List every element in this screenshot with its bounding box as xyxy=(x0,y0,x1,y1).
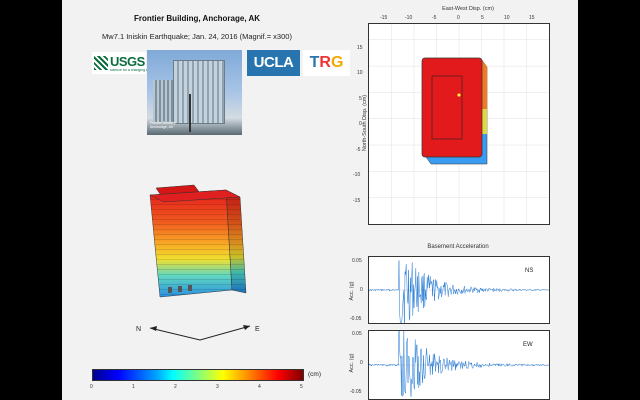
ew-ytick-0: 0.05 xyxy=(352,331,362,337)
usgs-mark-icon xyxy=(94,56,108,70)
disp-xtick-3: 0 xyxy=(457,15,460,21)
building-3d-model xyxy=(149,184,247,298)
page-subtitle: Mw7.1 Iniskin Earthquake; Jan. 24, 2016 … xyxy=(102,32,292,41)
disp-x-label: East-West Disp. (cm) xyxy=(442,6,494,12)
ew-ytick-2: -0.05 xyxy=(350,389,362,395)
ns-acceleration-plot xyxy=(368,256,550,324)
disp-ytick-2: 5 xyxy=(359,96,362,102)
usgs-logo-name: USGS xyxy=(110,54,145,69)
disp-point-0 xyxy=(457,93,461,97)
colorbar-tick-2: 2 xyxy=(174,384,177,390)
disp-xtick-1: -10 xyxy=(405,15,413,21)
compass-e-label: E xyxy=(255,326,260,333)
disp-ytick-3: 0 xyxy=(359,121,362,127)
usgs-logo-tagline: science for a changing world xyxy=(110,68,155,72)
ns-ytick-1: 0 xyxy=(360,287,363,293)
colorbar-tick-3: 3 xyxy=(216,384,219,390)
page-title: Frontier Building, Anchorage, AK xyxy=(133,14,261,23)
disp-ytick-6: -15 xyxy=(353,198,361,204)
ns-ytick-2: -0.05 xyxy=(350,316,362,322)
ns-ytick-0: 0.05 xyxy=(352,258,362,264)
disp-ytick-1: 10 xyxy=(357,70,363,76)
disp-ytick-5: -10 xyxy=(353,172,361,178)
colorbar-unit: (cm) xyxy=(308,371,321,378)
ns-trace xyxy=(369,260,549,323)
photo-caption-2: Anchorage, AK xyxy=(150,125,174,129)
animation-frame: Frontier Building, Anchorage, AK Mw7.1 I… xyxy=(62,0,578,400)
ew-series-label: EW xyxy=(523,342,533,348)
ew-trace xyxy=(369,331,549,397)
disp-xtick-2: -5 xyxy=(432,15,437,21)
compass-arrows xyxy=(149,325,251,341)
disp-ytick-0: 15 xyxy=(357,45,363,51)
displacement-plot xyxy=(368,23,550,225)
ew-y-label: Acc. (g) xyxy=(349,353,355,373)
photo-caption-1: Frontier Building xyxy=(150,121,176,125)
disp-xtick-4: 5 xyxy=(481,15,484,21)
building-photo: Frontier Building Anchorage, AK xyxy=(147,50,242,135)
colorbar-tick-5: 5 xyxy=(300,384,303,390)
ns-y-label: Acc. (g) xyxy=(349,281,355,301)
building-plan-view xyxy=(421,57,488,165)
accel-title: Basement Acceleration xyxy=(427,244,489,250)
colorbar-tick-4: 4 xyxy=(258,384,261,390)
disp-xtick-0: -15 xyxy=(380,15,388,21)
ns-series-label: NS xyxy=(525,268,534,274)
compass-n-label: N xyxy=(136,326,142,333)
ew-acceleration-plot xyxy=(368,330,550,400)
ew-ytick-1: 0 xyxy=(360,360,363,366)
colorbar-tick-0: 0 xyxy=(90,384,93,390)
ucla-logo: UCLA xyxy=(247,50,300,76)
disp-xtick-6: 15 xyxy=(529,15,535,21)
displacement-colorbar xyxy=(92,369,304,381)
colorbar-tick-1: 1 xyxy=(132,384,135,390)
trg-logo: TRG xyxy=(303,50,350,76)
usgs-logo: USGS science for a changing world xyxy=(92,52,154,74)
disp-xtick-5: 10 xyxy=(504,15,510,21)
disp-ytick-4: -5 xyxy=(356,147,361,153)
